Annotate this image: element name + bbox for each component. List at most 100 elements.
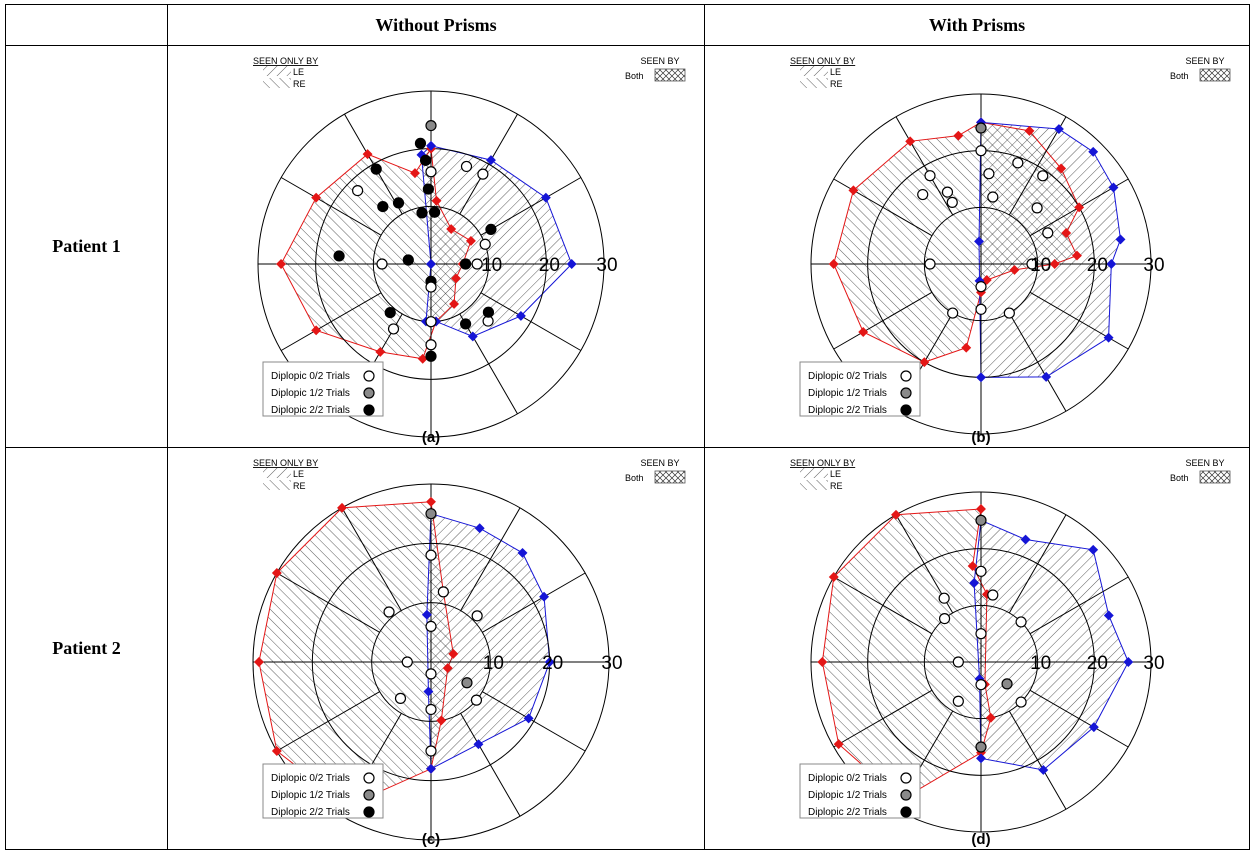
diplopia-point: [352, 185, 364, 197]
diplopia-point: [425, 316, 437, 328]
grid-spoke-60: [459, 113, 518, 215]
diplopia-legend-marker: [363, 404, 375, 416]
grid-spoke-150: [833, 178, 933, 237]
le-seen-region: [420, 145, 573, 337]
re-boundary-point: [410, 168, 420, 179]
diplopia-point: [1042, 227, 1054, 239]
re-boundary-point: [362, 149, 373, 160]
re-boundary-point: [451, 273, 461, 284]
diplopia-legend-marker: [900, 404, 912, 416]
diplopia-point: [975, 122, 987, 134]
both-swatch: [1199, 68, 1231, 82]
seen-by-label: SEEN BY: [1185, 458, 1224, 468]
diplopia-point: [477, 168, 489, 180]
panel-a-cell: 10 20 30 SEEN ONLY BY LE RE SEEN BY Both Diplopi…: [167, 45, 705, 448]
re-boundary-point: [953, 130, 964, 141]
diplopia-legend-marker: [900, 806, 912, 818]
diplopia-point: [975, 303, 987, 315]
diplopia-point: [425, 549, 437, 561]
seen-by-label: SEEN BY: [640, 56, 679, 66]
diplopia-legend-text: Diplopic 1/2 Trials: [271, 388, 350, 399]
re-boundary-point: [276, 259, 287, 269]
radial-tick-label: 10: [483, 653, 504, 674]
seen-only-by-label: SEEN ONLY BY: [790, 458, 855, 468]
le-boundary-point: [423, 686, 434, 697]
re-boundary-point: [466, 235, 476, 246]
diplopia-point: [387, 323, 400, 335]
diplopia-legend-box: [262, 361, 384, 417]
seen-by-label: SEEN BY: [640, 458, 679, 468]
diplopia-legend-text: Diplopic 1/2 Trials: [808, 790, 887, 801]
comparison-table: Without Prisms With Prisms Patient 1 10 2…: [5, 4, 1250, 850]
diplopia-point: [425, 119, 437, 132]
radial-tick-label: 30: [601, 653, 622, 674]
diplopia-legend-marker: [900, 772, 912, 784]
le-seen-region: [978, 121, 1122, 378]
re-boundary-point: [961, 342, 972, 353]
le-boundary-point: [976, 753, 986, 764]
diplopia-point: [416, 207, 428, 219]
re-boundary-point: [817, 657, 828, 667]
le-swatch: [263, 468, 291, 478]
diplopia-legend-marker: [363, 387, 375, 399]
diplopia-point: [377, 200, 389, 213]
diplopia-legend-text: Diplopic 2/2 Trials: [271, 807, 350, 818]
diplopia-point: [461, 677, 473, 689]
le-label: LE: [293, 469, 304, 479]
re-swatch: [263, 480, 291, 490]
diplopia-point: [941, 186, 954, 198]
grid-spoke-120: [344, 113, 403, 215]
re-label: RE: [830, 481, 843, 491]
grid-spoke-300: [459, 313, 518, 415]
diplopia-legend-text: Diplopic 2/2 Trials: [271, 405, 350, 416]
diplopia-legend-text: Diplopic 1/2 Trials: [271, 790, 350, 801]
diplopia-point: [384, 306, 396, 319]
panel-label: (c): [422, 831, 440, 848]
le-boundary-point: [467, 331, 478, 342]
le-boundary-point: [566, 259, 577, 269]
diplopia-legend-marker: [363, 772, 375, 784]
diplopia-point: [1026, 258, 1038, 270]
le-boundary-point: [1053, 124, 1064, 134]
diplopia-point: [975, 628, 987, 640]
diplopia-point: [1037, 170, 1049, 182]
diplopia-point: [333, 250, 345, 262]
both-label: Both: [625, 71, 644, 81]
diplopia-point: [479, 238, 491, 250]
diplopia-point: [383, 606, 395, 618]
header-empty: [5, 4, 168, 46]
diplopia-point: [938, 612, 951, 625]
le-boundary-point: [1038, 765, 1049, 775]
diplopia-point: [402, 254, 414, 266]
diplopia-legend-box: [799, 361, 921, 417]
diplopia-point: [429, 206, 441, 218]
grid-spoke-300: [1008, 312, 1067, 412]
seen-only-by-label: SEEN ONLY BY: [790, 56, 855, 66]
diplopia-point: [924, 258, 936, 270]
le-seen-region: [426, 513, 551, 770]
re-label: RE: [293, 79, 306, 89]
diplopia-legend-marker: [900, 789, 912, 801]
radial-tick-label: 20: [1087, 255, 1108, 276]
diplopia-point: [975, 679, 987, 691]
le-boundary-point: [1123, 657, 1134, 667]
re-boundary-point: [417, 353, 428, 364]
diplopia-point: [370, 163, 382, 175]
re-boundary-point: [1072, 250, 1082, 261]
both-label: Both: [1170, 71, 1189, 81]
diplopia-point: [975, 741, 987, 753]
le-boundary-point: [523, 713, 534, 724]
diplopia-point: [425, 668, 437, 680]
diplopia-legend-marker: [363, 789, 375, 801]
grid-spoke-210: [276, 691, 380, 752]
diplopia-legend-marker: [900, 370, 912, 382]
re-boundary-point: [253, 657, 264, 667]
grid-spoke-150: [276, 572, 380, 633]
le-label: LE: [830, 469, 841, 479]
re-label: RE: [830, 79, 843, 89]
diplopia-point: [947, 307, 959, 319]
grid-spoke-330: [1029, 291, 1129, 350]
diplopia-point: [425, 350, 437, 362]
diplopia-point: [946, 196, 958, 208]
diplopia-legend-text: Diplopic 2/2 Trials: [808, 405, 887, 416]
